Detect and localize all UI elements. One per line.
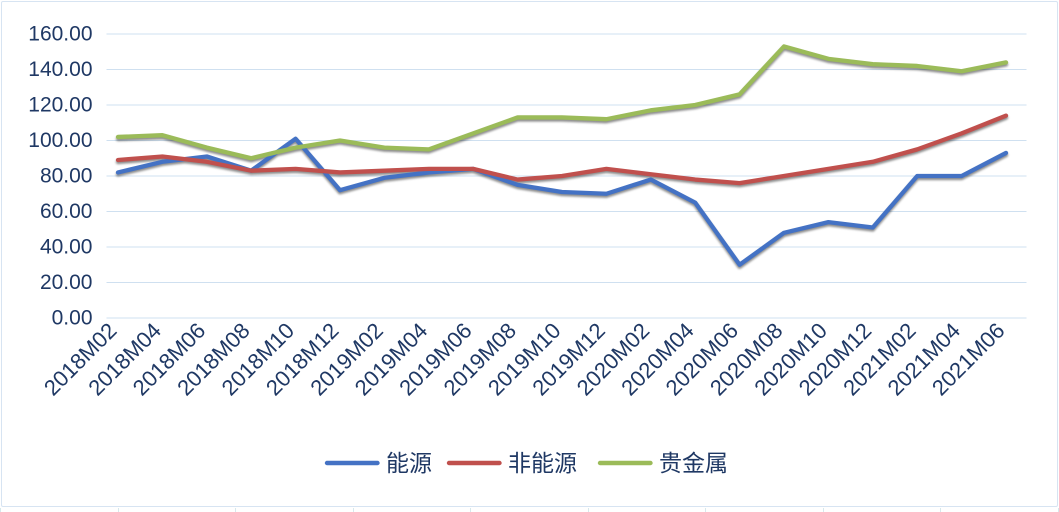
svg-text:80.00: 80.00 — [40, 165, 93, 188]
svg-text:20.00: 20.00 — [40, 271, 93, 294]
svg-text:0.00: 0.00 — [52, 307, 93, 330]
svg-text:能源: 能源 — [386, 450, 432, 476]
svg-text:60.00: 60.00 — [40, 200, 93, 223]
svg-text:140.00: 140.00 — [28, 58, 92, 81]
svg-text:非能源: 非能源 — [508, 450, 577, 476]
svg-text:100.00: 100.00 — [28, 129, 92, 152]
svg-text:40.00: 40.00 — [40, 236, 93, 259]
svg-text:贵金属: 贵金属 — [659, 450, 728, 476]
svg-text:120.00: 120.00 — [28, 94, 92, 117]
svg-text:160.00: 160.00 — [28, 23, 92, 46]
